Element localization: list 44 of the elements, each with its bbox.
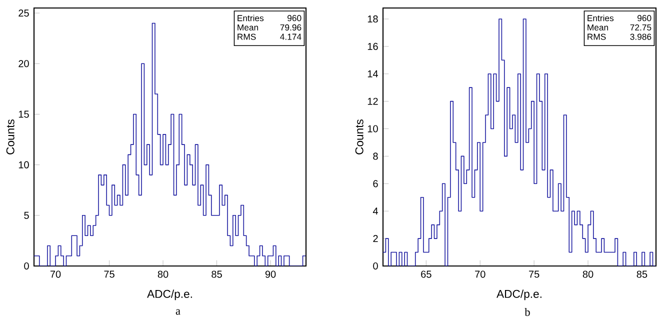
x-tick-label: 90 (265, 270, 276, 278)
x-tick-label: 75 (529, 270, 540, 278)
annotation: RMS (238, 34, 256, 40)
x-axis-title: ADC/p.e. (147, 290, 192, 300)
x-tick-label: 85 (636, 270, 648, 278)
y-tick-label: 5 (24, 212, 29, 219)
x-tick-label: 70 (50, 270, 61, 278)
x-tick-label: 80 (158, 270, 168, 278)
y-axis-title: Counts (355, 119, 364, 154)
annotation: 960 (288, 15, 302, 22)
y-tick-label: 18 (368, 15, 378, 23)
y-tick-label: 2 (373, 235, 378, 242)
y-tick-label: 15 (18, 110, 29, 118)
x-tick-label: 75 (104, 270, 114, 278)
x-tick-label: 85 (212, 270, 222, 278)
text: b (524, 308, 530, 316)
y-tick-label: 16 (368, 42, 378, 50)
y-tick-label: 10 (368, 125, 378, 132)
y-tick-label: 0 (24, 262, 29, 270)
annotation: 72.75 (630, 24, 652, 31)
y-tick-label: 0 (373, 262, 378, 270)
x-tick-label: 65 (421, 270, 432, 278)
y-axis-title: Counts (6, 119, 14, 154)
y-tick-label: 6 (373, 180, 378, 188)
annotation: 960 (638, 15, 652, 22)
annotation: RMS (588, 34, 606, 40)
annotation: Mean (238, 24, 258, 31)
text: a (176, 309, 180, 315)
annotation: 3.986 (630, 34, 652, 40)
annotation: Entries (588, 14, 614, 22)
annotation: Mean (588, 24, 608, 31)
y-tick-label: 20 (18, 60, 29, 68)
annotation: Entries (238, 14, 264, 22)
x-axis-title: ADC/p.e. (496, 290, 542, 300)
y-tick-label: 4 (372, 208, 378, 215)
x-tick-label: 80 (582, 270, 594, 278)
y-tick-label: 12 (368, 98, 378, 105)
annotation: 79.96 (280, 24, 302, 31)
y-tick-label: 14 (368, 70, 378, 78)
y-tick-label: 8 (373, 152, 378, 160)
y-tick-label: 25 (18, 10, 29, 17)
y-tick-label: 10 (18, 161, 29, 168)
x-tick-label: 70 (475, 270, 486, 278)
annotation: 4.174 (280, 34, 302, 40)
